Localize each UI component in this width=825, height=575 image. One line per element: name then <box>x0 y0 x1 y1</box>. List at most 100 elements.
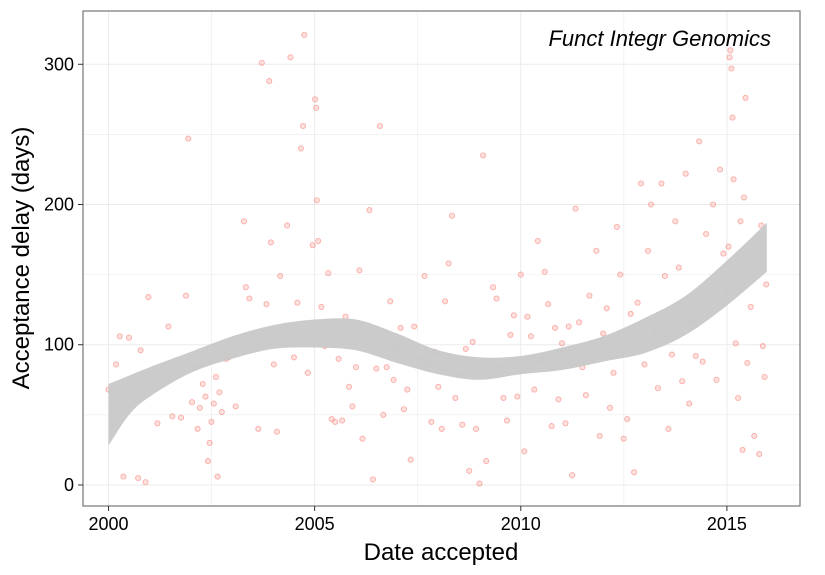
data-point <box>644 247 652 254</box>
data-points <box>105 31 770 487</box>
data-point <box>569 472 576 479</box>
data-point <box>545 301 552 308</box>
data-point <box>135 474 142 482</box>
data-point <box>682 170 689 177</box>
data-point <box>404 386 411 393</box>
data-point <box>613 223 620 230</box>
data-point <box>442 298 449 305</box>
data-point <box>600 330 607 337</box>
data-point <box>335 355 342 362</box>
data-point <box>648 201 655 208</box>
y-tick-label: 200 <box>44 195 74 215</box>
data-point <box>142 479 149 486</box>
data-point <box>514 393 521 400</box>
data-point <box>727 47 734 54</box>
data-point <box>627 310 634 317</box>
data-point <box>165 323 172 330</box>
data-point <box>120 473 127 480</box>
data-point <box>185 135 192 142</box>
data-point <box>445 260 452 267</box>
data-point <box>267 239 274 246</box>
data-point <box>284 222 291 229</box>
data-point <box>524 313 531 320</box>
data-point <box>218 408 225 416</box>
y-axis-label: Acceptance delay (days) <box>8 127 35 390</box>
data-point <box>349 403 356 410</box>
data-point <box>758 222 765 229</box>
data-point <box>246 295 253 302</box>
data-point <box>208 418 215 425</box>
chart-title: Funct Integr Genomics <box>548 26 771 51</box>
data-point <box>390 376 397 383</box>
data-point <box>345 383 353 390</box>
data-point <box>716 166 724 173</box>
data-point <box>297 145 304 152</box>
data-point <box>517 271 524 278</box>
data-point <box>169 413 176 420</box>
data-point <box>531 386 538 393</box>
x-tick-label: 2000 <box>89 514 129 534</box>
y-tick-label: 0 <box>64 475 74 495</box>
data-point <box>699 358 706 365</box>
data-point <box>586 292 593 299</box>
grid-lines <box>83 11 800 506</box>
data-point <box>747 303 754 310</box>
data-point <box>318 303 325 310</box>
data-point <box>610 369 617 376</box>
data-point <box>507 331 514 338</box>
data-point <box>527 333 534 340</box>
data-point <box>421 272 428 280</box>
data-point <box>751 432 758 439</box>
data-point <box>534 237 541 245</box>
data-point <box>216 389 223 396</box>
data-point <box>603 305 610 312</box>
data-point <box>294 299 301 306</box>
data-point <box>641 361 648 368</box>
data-point <box>407 456 414 463</box>
data-point <box>480 152 487 159</box>
data-point <box>582 392 589 399</box>
data-point <box>352 364 359 371</box>
data-point <box>732 340 739 347</box>
data-point <box>299 122 307 130</box>
x-tick-label: 2010 <box>501 514 541 534</box>
data-point <box>679 378 686 385</box>
data-point <box>503 417 511 424</box>
data-point <box>339 417 346 424</box>
data-point <box>263 301 270 308</box>
data-point <box>448 212 456 219</box>
data-point <box>510 312 517 319</box>
data-point <box>692 352 699 360</box>
data-point <box>313 104 320 111</box>
data-point <box>500 394 507 402</box>
data-point <box>490 284 497 291</box>
data-point <box>387 298 394 305</box>
data-point <box>277 272 284 280</box>
y-tick-label: 100 <box>44 335 74 355</box>
data-point <box>469 338 476 345</box>
data-point <box>309 242 316 249</box>
data-point <box>214 473 221 480</box>
data-point <box>675 264 682 271</box>
data-point <box>541 268 548 275</box>
x-tick-label: 2005 <box>295 514 335 534</box>
data-point <box>710 201 717 208</box>
data-point <box>212 373 219 381</box>
data-point <box>624 416 631 423</box>
data-point <box>287 54 294 61</box>
data-point <box>332 418 339 425</box>
data-point <box>713 376 720 383</box>
data-point <box>726 54 733 61</box>
data-point <box>452 394 459 402</box>
data-point <box>742 94 749 101</box>
data-point <box>240 218 247 225</box>
data-point <box>210 400 217 407</box>
data-point <box>266 78 273 85</box>
data-point <box>637 180 645 187</box>
data-point <box>376 122 383 130</box>
data-point <box>356 267 363 274</box>
data-point <box>206 439 213 446</box>
data-point <box>729 114 736 121</box>
